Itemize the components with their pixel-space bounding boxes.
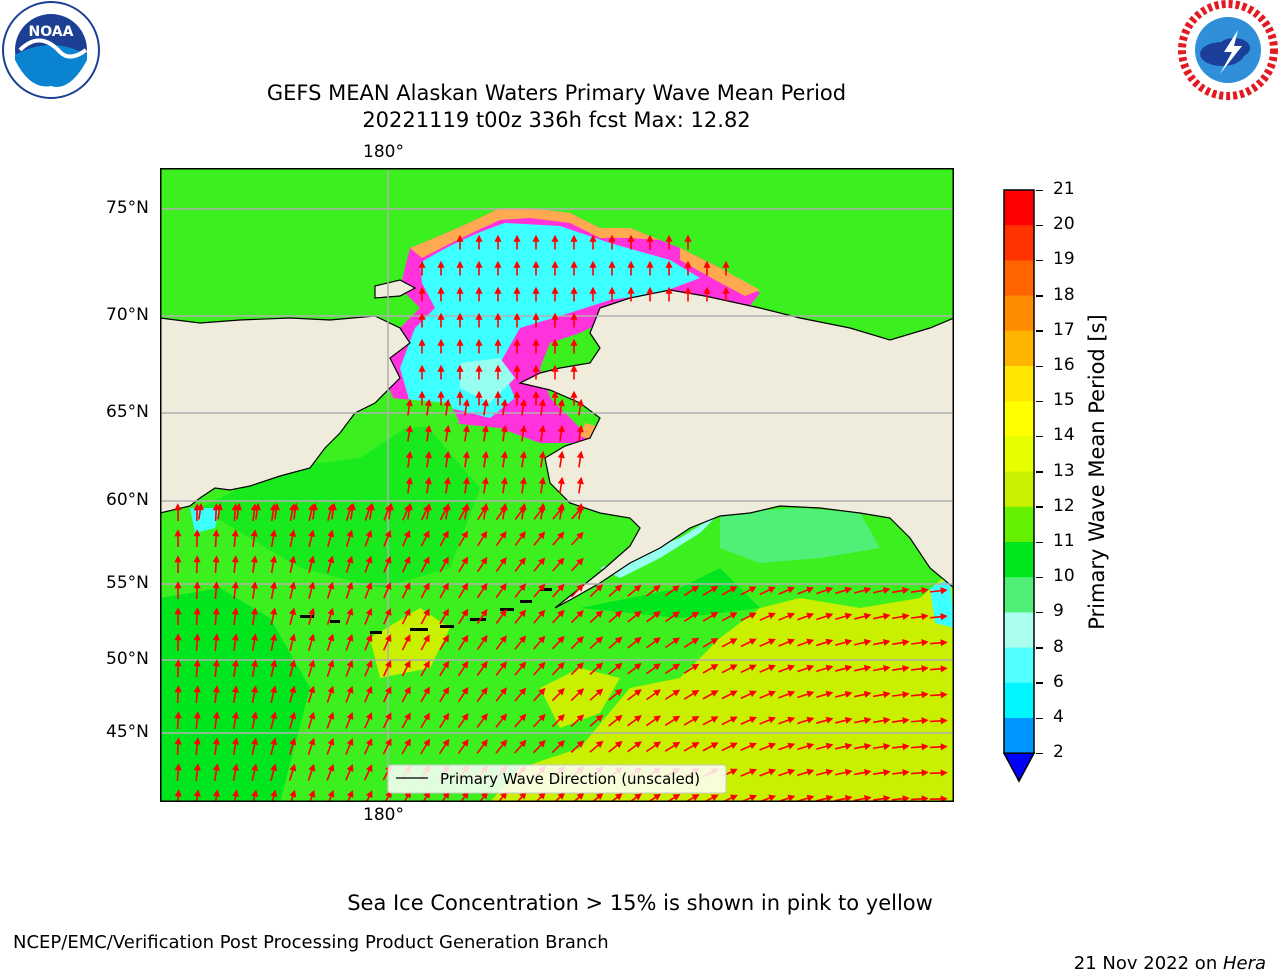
lat-label-70: 70°N <box>106 305 149 325</box>
colorbar-tick-label: 13 <box>1053 461 1075 481</box>
colorbar-segment <box>1004 577 1034 613</box>
colorbar-tick-label: 8 <box>1053 637 1064 657</box>
colorbar <box>1002 188 1036 784</box>
branch-credit: NCEP/EMC/Verification Post Processing Pr… <box>13 932 609 953</box>
lat-label-75: 75°N <box>106 198 149 218</box>
colorbar-tick-mark <box>1036 436 1043 438</box>
colorbar-tick-label: 16 <box>1053 355 1075 375</box>
colorbar-tick-label: 21 <box>1053 179 1075 199</box>
map-panel: Primary Wave Direction (unscaled) <box>160 168 954 802</box>
colorbar-segment <box>1004 366 1034 402</box>
colorbar-tick-mark <box>1036 506 1043 508</box>
colorbar-tick-mark <box>1036 753 1043 755</box>
map-canvas: Primary Wave Direction (unscaled) <box>160 168 954 802</box>
colorbar-tick-mark <box>1036 647 1043 649</box>
colorbar-label: Primary Wave Mean Period [s] <box>1085 314 1109 630</box>
colorbar-tick-label: 15 <box>1053 390 1075 410</box>
sea-ice-note: Sea Ice Concentration > 15% is shown in … <box>0 891 1280 915</box>
run-date-text: 21 Nov 2022 on <box>1074 953 1223 974</box>
colorbar-segment <box>1004 507 1034 543</box>
colorbar-tick-mark <box>1036 718 1043 720</box>
colorbar-segment <box>1004 683 1034 719</box>
colorbar-tick-mark <box>1036 471 1043 473</box>
colorbar-segment <box>1004 296 1034 332</box>
colorbar-segment <box>1004 190 1034 226</box>
page-subtitle: 20221119 t00z 336h fcst Max: 12.82 <box>0 107 1113 133</box>
colorbar-tick-mark <box>1036 190 1043 192</box>
colorbar-segment <box>1004 648 1034 684</box>
map-legend: Primary Wave Direction (unscaled) <box>388 765 726 793</box>
colorbar-tick-label: 10 <box>1053 566 1075 586</box>
colorbar-tick-mark <box>1036 330 1043 332</box>
lat-label-60: 60°N <box>106 490 149 510</box>
legend-label: Primary Wave Direction (unscaled) <box>440 770 700 788</box>
colorbar-tick-mark <box>1036 612 1043 614</box>
colorbar-tick-label: 12 <box>1053 496 1075 516</box>
colorbar-segment <box>1004 436 1034 472</box>
colorbar-tick-mark <box>1036 260 1043 262</box>
lon-label-top: 180° <box>363 142 404 162</box>
lat-label-45: 45°N <box>106 722 149 742</box>
colorbar-segment <box>1004 612 1034 648</box>
machine-name: Hera <box>1223 953 1266 974</box>
colorbar-tick-label: 17 <box>1053 320 1075 340</box>
lat-label-50: 50°N <box>106 649 149 669</box>
run-date: 21 Nov 2022 on Hera <box>1062 932 1266 974</box>
colorbar-tick-label: 2 <box>1053 742 1064 762</box>
colorbar-segment <box>1004 542 1034 578</box>
colorbar-tick-mark <box>1036 295 1043 297</box>
colorbar-tick-mark <box>1036 225 1043 227</box>
colorbar-segment <box>1004 260 1034 296</box>
colorbar-tick-label: 4 <box>1053 707 1064 727</box>
lat-label-55: 55°N <box>106 573 149 593</box>
colorbar-tick-mark <box>1036 542 1043 544</box>
colorbar-segment <box>1004 401 1034 437</box>
colorbar-tick-mark <box>1036 682 1043 684</box>
colorbar-segment <box>1004 718 1034 754</box>
nws-logo <box>1176 0 1280 100</box>
colorbar-tick-label: 9 <box>1053 601 1064 621</box>
colorbar-tick-label: 11 <box>1053 531 1075 551</box>
page-title: GEFS MEAN Alaskan Waters Primary Wave Me… <box>0 80 1113 106</box>
noaa-logo-text: NOAA <box>29 24 74 40</box>
colorbar-tick-mark <box>1036 366 1043 368</box>
colorbar-extend-triangle <box>1004 753 1034 781</box>
colorbar-tick-mark <box>1036 577 1043 579</box>
colorbar-segment <box>1004 331 1034 367</box>
lat-label-65: 65°N <box>106 402 149 422</box>
colorbar-tick-label: 6 <box>1053 672 1064 692</box>
colorbar-segment <box>1004 472 1034 508</box>
colorbar-tick-label: 19 <box>1053 249 1075 269</box>
colorbar-tick-label: 18 <box>1053 285 1075 305</box>
colorbar-tick-label: 20 <box>1053 214 1075 234</box>
colorbar-tick-label: 14 <box>1053 425 1075 445</box>
lon-label-bottom: 180° <box>363 805 404 825</box>
colorbar-tick-mark <box>1036 401 1043 403</box>
colorbar-segment <box>1004 225 1034 261</box>
